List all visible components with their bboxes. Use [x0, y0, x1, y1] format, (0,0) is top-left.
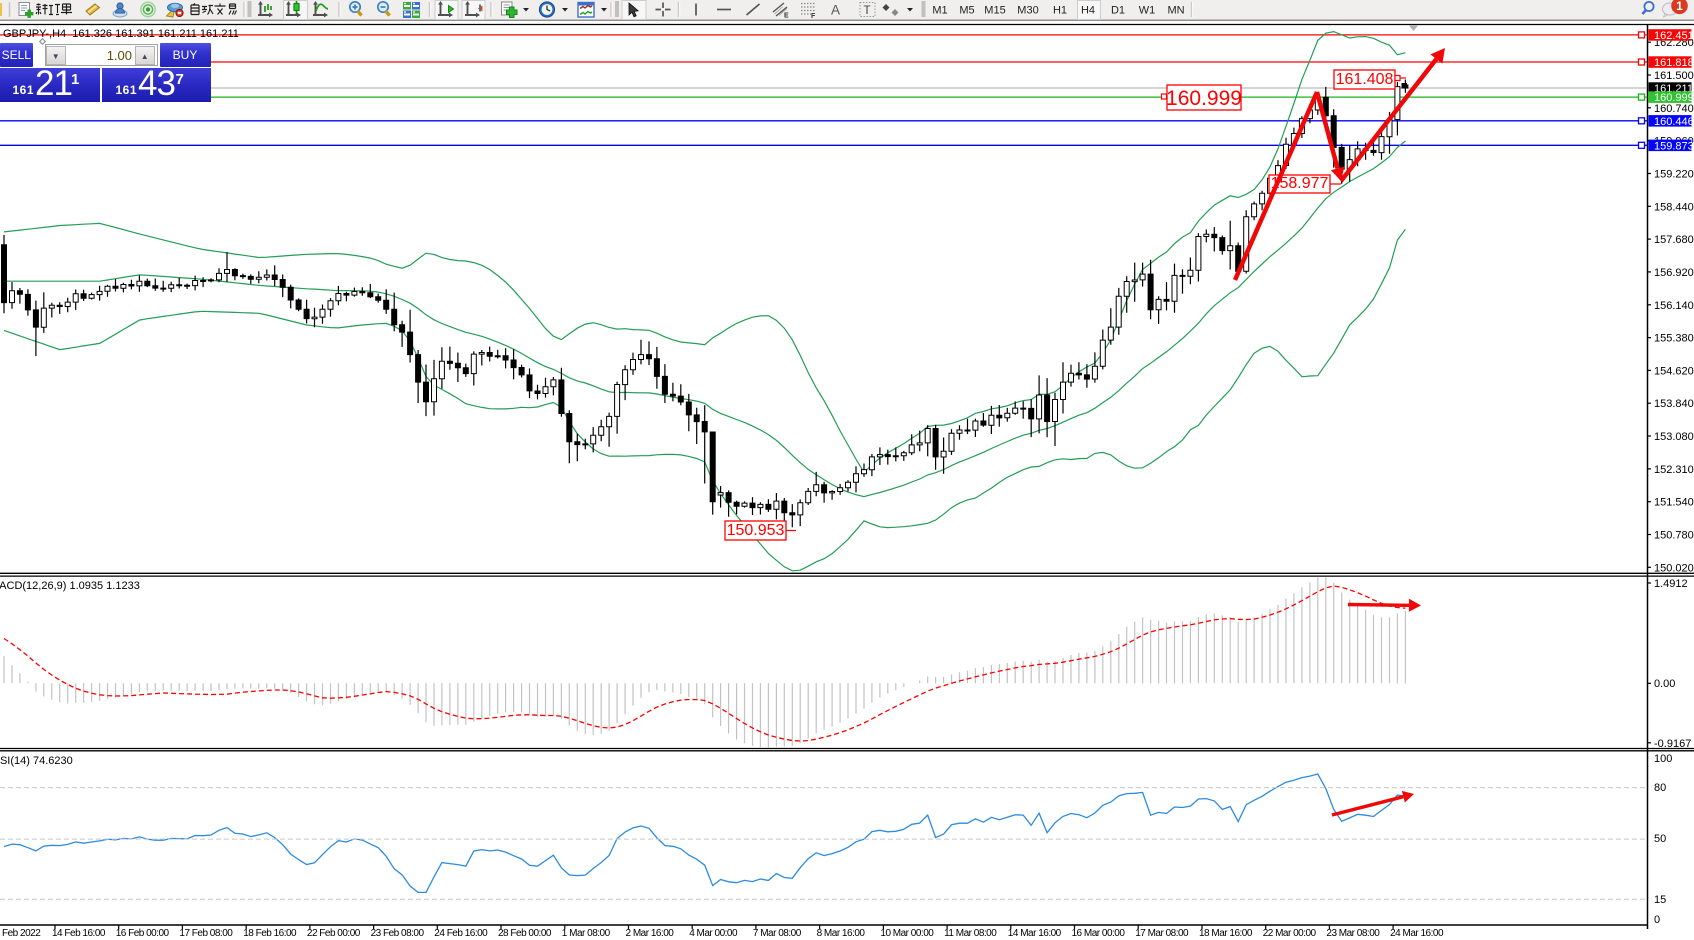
svg-text:0: 0: [1654, 914, 1660, 926]
svg-text:16 Feb 00:00: 16 Feb 00:00: [116, 928, 170, 939]
svg-text:E: E: [784, 13, 789, 20]
svg-text:158.440: 158.440: [1654, 201, 1694, 213]
svg-text:15: 15: [1654, 894, 1666, 906]
svg-text:W1: W1: [1139, 5, 1156, 17]
svg-text:Feb 2022: Feb 2022: [2, 928, 41, 939]
svg-text:14 Mar 16:00: 14 Mar 16:00: [1008, 928, 1062, 939]
svg-text:151.540: 151.540: [1654, 497, 1694, 509]
svg-text:1.4912: 1.4912: [1654, 578, 1688, 590]
svg-text:153.080: 153.080: [1654, 431, 1694, 443]
svg-text:50: 50: [1654, 833, 1666, 845]
svg-text:F: F: [811, 13, 816, 20]
svg-text:7 Mar 08:00: 7 Mar 08:00: [753, 928, 802, 939]
svg-text:4 Mar 00:00: 4 Mar 00:00: [689, 928, 738, 939]
svg-text:150.953: 150.953: [727, 522, 785, 539]
svg-text:150.020: 150.020: [1654, 562, 1694, 574]
svg-text:10 Mar 00:00: 10 Mar 00:00: [880, 928, 934, 939]
svg-text:M5: M5: [959, 5, 974, 17]
svg-text:1 Mar 08:00: 1 Mar 08:00: [562, 928, 611, 939]
svg-text:160.446: 160.446: [1654, 116, 1694, 128]
svg-text:0.00: 0.00: [1654, 678, 1675, 690]
svg-text:MACD(12,26,9) 1.0935 1.1233: MACD(12,26,9) 1.0935 1.1233: [0, 580, 140, 592]
svg-text:157.680: 157.680: [1654, 234, 1694, 246]
svg-text:154.620: 154.620: [1654, 365, 1694, 377]
svg-text:158.977: 158.977: [1271, 175, 1329, 192]
svg-text:159.873: 159.873: [1654, 140, 1694, 152]
svg-text:T: T: [864, 5, 871, 17]
svg-text:80: 80: [1654, 782, 1666, 794]
svg-text:18 Mar 16:00: 18 Mar 16:00: [1199, 928, 1253, 939]
svg-text:24 Mar 16:00: 24 Mar 16:00: [1390, 928, 1444, 939]
svg-text:H1: H1: [1053, 5, 1067, 17]
svg-text:159.220: 159.220: [1654, 169, 1694, 181]
svg-text:23 Mar 08:00: 23 Mar 08:00: [1326, 928, 1380, 939]
svg-text:14 Feb 16:00: 14 Feb 16:00: [52, 928, 106, 939]
svg-text:17 Feb 08:00: 17 Feb 08:00: [179, 928, 233, 939]
svg-text:161.818: 161.818: [1654, 57, 1694, 69]
svg-text:MN: MN: [1167, 5, 1184, 17]
svg-text:155.380: 155.380: [1654, 333, 1694, 345]
svg-text:156.920: 156.920: [1654, 267, 1694, 279]
svg-text:M1: M1: [932, 5, 947, 17]
svg-text:M30: M30: [1017, 5, 1038, 17]
svg-text:16 Mar 00:00: 16 Mar 00:00: [1072, 928, 1126, 939]
svg-text:24 Feb 16:00: 24 Feb 16:00: [434, 928, 488, 939]
svg-text:22 Mar 00:00: 22 Mar 00:00: [1263, 928, 1317, 939]
svg-text:152.310: 152.310: [1654, 464, 1694, 476]
svg-text:22 Feb 00:00: 22 Feb 00:00: [307, 928, 361, 939]
svg-text:11 Mar 08:00: 11 Mar 08:00: [944, 928, 997, 939]
svg-text:8 Mar 16:00: 8 Mar 16:00: [817, 928, 866, 939]
svg-text:160.740: 160.740: [1654, 103, 1694, 115]
svg-text:153.840: 153.840: [1654, 398, 1694, 410]
svg-text:RSI(14) 74.6230: RSI(14) 74.6230: [0, 755, 73, 767]
svg-text:1: 1: [1676, 0, 1683, 13]
svg-text:A: A: [831, 3, 840, 18]
svg-text:H4: H4: [1081, 5, 1095, 17]
svg-text:161.500: 161.500: [1654, 70, 1694, 82]
svg-text:156.140: 156.140: [1654, 300, 1694, 312]
svg-text:-0.9167: -0.9167: [1654, 738, 1691, 750]
svg-text:17 Mar 08:00: 17 Mar 08:00: [1135, 928, 1189, 939]
svg-text:150.780: 150.780: [1654, 530, 1694, 542]
svg-text:160.999: 160.999: [1654, 92, 1694, 104]
svg-text:2 Mar 16:00: 2 Mar 16:00: [626, 928, 675, 939]
svg-text:D1: D1: [1111, 5, 1125, 17]
svg-text:18 Feb 16:00: 18 Feb 16:00: [243, 928, 297, 939]
svg-text:28 Feb 00:00: 28 Feb 00:00: [498, 928, 552, 939]
svg-text:162.451: 162.451: [1654, 30, 1694, 42]
svg-text:160.999: 160.999: [1166, 87, 1242, 110]
svg-text:161.408: 161.408: [1336, 71, 1394, 88]
svg-text:M15: M15: [984, 5, 1005, 17]
svg-text:100: 100: [1654, 753, 1672, 765]
svg-text:23 Feb 08:00: 23 Feb 08:00: [371, 928, 425, 939]
